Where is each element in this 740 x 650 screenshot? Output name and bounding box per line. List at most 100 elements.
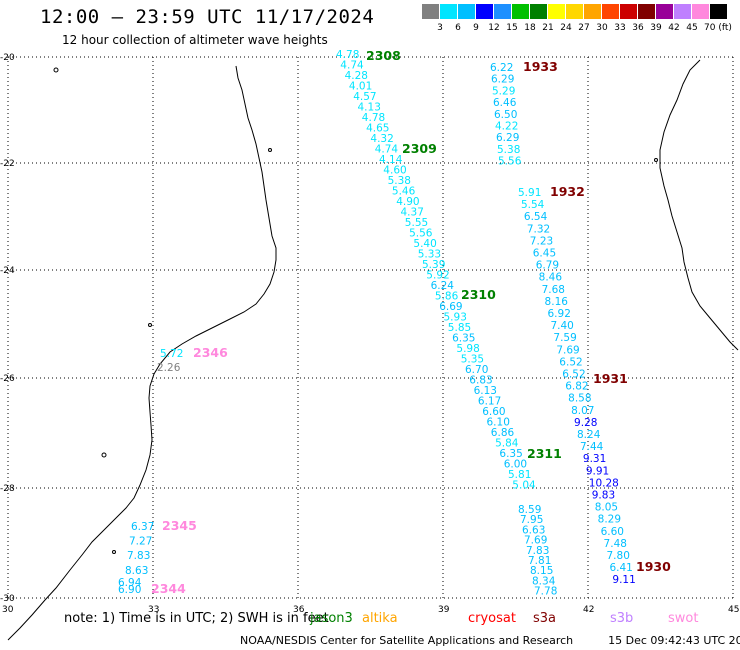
pass-number-label: 2345 (162, 518, 197, 533)
wave-height-value: 4.74 (340, 60, 364, 72)
wave-height-value: 6.79 (536, 260, 559, 272)
map-title: 12:00 – 23:59 UTC 11/17/2024 (40, 6, 375, 28)
wave-height-value: 4.22 (495, 121, 518, 133)
y-tick-label: -22 (0, 159, 15, 169)
wave-height-value: 6.54 (524, 211, 548, 223)
pass-labels: 2308 2309 2310 2311 1933 1932 1931 1930 2346 2345… (151, 48, 671, 596)
pass-number-label: 2344 (151, 581, 186, 596)
wave-height-value: 7.48 (604, 538, 627, 550)
wave-height-value: 5.85 (448, 322, 471, 334)
y-tick-label: -28 (0, 484, 15, 494)
wave-height-value: 6.60 (482, 406, 505, 418)
wave-height-value: 4.78 (362, 112, 385, 124)
x-tick-label: 33 (148, 605, 159, 615)
wave-height-value: 5.40 (413, 238, 436, 250)
axis-tick-labels: 30 33 36 39 42 45 -20 -22 -24 -26 -28 -30 (0, 53, 739, 615)
wave-height-value: 6.29 (491, 74, 514, 86)
color-scale-label: 70 (ft) (704, 23, 732, 33)
wave-height-value: 5.86 (435, 291, 459, 303)
wave-height-value: 5.33 (418, 249, 441, 261)
wave-height-value: 6.35 (499, 448, 522, 460)
wave-height-value: 5.04 (512, 480, 536, 492)
wave-height-value: 5.56 (498, 156, 522, 168)
wave-height-value: 6.50 (494, 109, 517, 121)
wave-height-value: 6.86 (491, 427, 515, 439)
wave-height-value: 2.26 (157, 362, 181, 374)
pass-number-label: 2308 (366, 48, 401, 63)
coastline-mainland (7, 65, 277, 641)
track-swot-north: 5.72 2.26 (157, 348, 183, 374)
pass-number-label: 1933 (523, 59, 558, 74)
wave-height-value: 4.32 (370, 133, 393, 145)
lat-lon-grid (7, 56, 734, 599)
pass-number-label: 2311 (527, 446, 562, 461)
wave-height-value: 5.39 (422, 259, 445, 271)
wave-height-value: 7.69 (524, 535, 547, 547)
wave-height-value: 8.63 (125, 565, 148, 577)
wave-height-value: 7.40 (550, 320, 573, 332)
mission-cryosat: cryosat (468, 611, 516, 626)
wave-height-value: 7.83 (127, 550, 150, 562)
wave-height-value: 8.05 (595, 502, 618, 514)
x-tick-label: 30 (2, 605, 14, 615)
color-swatch (494, 4, 511, 19)
footer-note: note: 1) Time is in UTC; 2) SWH is in fe… (64, 611, 329, 626)
wave-height-value: 4.01 (349, 81, 372, 93)
pass-number-label: 2310 (461, 287, 496, 302)
generation-timestamp: 15 Dec 09:42:43 UTC 2024 (608, 634, 740, 647)
coastline-madagascar-west (659, 59, 739, 351)
wave-height-value: 8.16 (545, 296, 569, 308)
wave-height-value: 6.60 (601, 526, 624, 538)
pass-number-label: 2346 (193, 345, 228, 360)
wave-height-value: 7.23 (530, 235, 553, 247)
pass-number-label: 1930 (636, 559, 671, 574)
wave-height-value: 5.81 (508, 469, 531, 481)
color-scale-label: 9 (473, 23, 479, 33)
mission-s3b: s3b (610, 611, 634, 626)
wave-height-value: 6.45 (533, 248, 556, 260)
wave-height-value: 6.46 (493, 97, 517, 109)
y-tick-label: -26 (0, 374, 15, 384)
color-swatch (512, 4, 529, 19)
wave-height-value: 7.69 (556, 344, 579, 356)
wave-height-value: 8.29 (598, 514, 621, 526)
wave-height-value: 5.84 (495, 438, 519, 450)
color-scale-label: 45 (686, 23, 698, 33)
color-scale-label: 36 (632, 23, 644, 33)
wave-height-value: 5.92 (426, 270, 449, 282)
credit-text: NOAA/NESDIS Center for Satellite Applica… (240, 634, 574, 647)
color-swatch (422, 4, 439, 19)
wave-height-value: 4.60 (383, 165, 406, 177)
wave-height-value: 7.27 (129, 536, 152, 548)
color-scale-label: 24 (560, 23, 572, 33)
coastline (7, 59, 739, 641)
wave-height-value: 5.38 (497, 144, 520, 156)
color-swatch (620, 4, 637, 19)
wave-height-value: 9.28 (574, 417, 597, 429)
wave-height-value: 8.59 (518, 504, 541, 516)
color-swatch (530, 4, 547, 19)
color-swatch (440, 4, 457, 19)
pass-number-label: 1931 (593, 371, 628, 386)
wave-height-value: 5.35 (461, 354, 484, 366)
wave-height-value: 5.56 (409, 228, 433, 240)
map-subtitle: 12 hour collection of altimeter wave hei… (62, 33, 328, 47)
wave-height-value: 7.68 (542, 284, 565, 296)
wave-height-value: 6.90 (118, 584, 141, 596)
color-scale-label: 6 (455, 23, 461, 33)
wave-height-value: 5.46 (392, 186, 416, 198)
wave-height-value: 5.72 (160, 348, 183, 360)
mission-s3a: s3a (533, 611, 557, 626)
wave-height-value: 7.78 (534, 586, 557, 598)
y-tick-label: -30 (0, 594, 15, 604)
wave-height-value: 8.46 (539, 272, 563, 284)
wave-height-value: 6.52 (559, 356, 582, 368)
wave-height-value: 4.78 (336, 49, 359, 61)
pass-number-label: 2309 (402, 141, 437, 156)
wave-height-value: 4.65 (366, 123, 389, 135)
wave-height-value: 9.31 (583, 453, 606, 465)
color-swatch (566, 4, 583, 19)
altimeter-tracks: 4.784.744.284.014.574.134.784.654.324.74… (118, 49, 636, 598)
wave-height-value: 5.98 (456, 343, 479, 355)
wave-height-value: 4.74 (375, 144, 399, 156)
